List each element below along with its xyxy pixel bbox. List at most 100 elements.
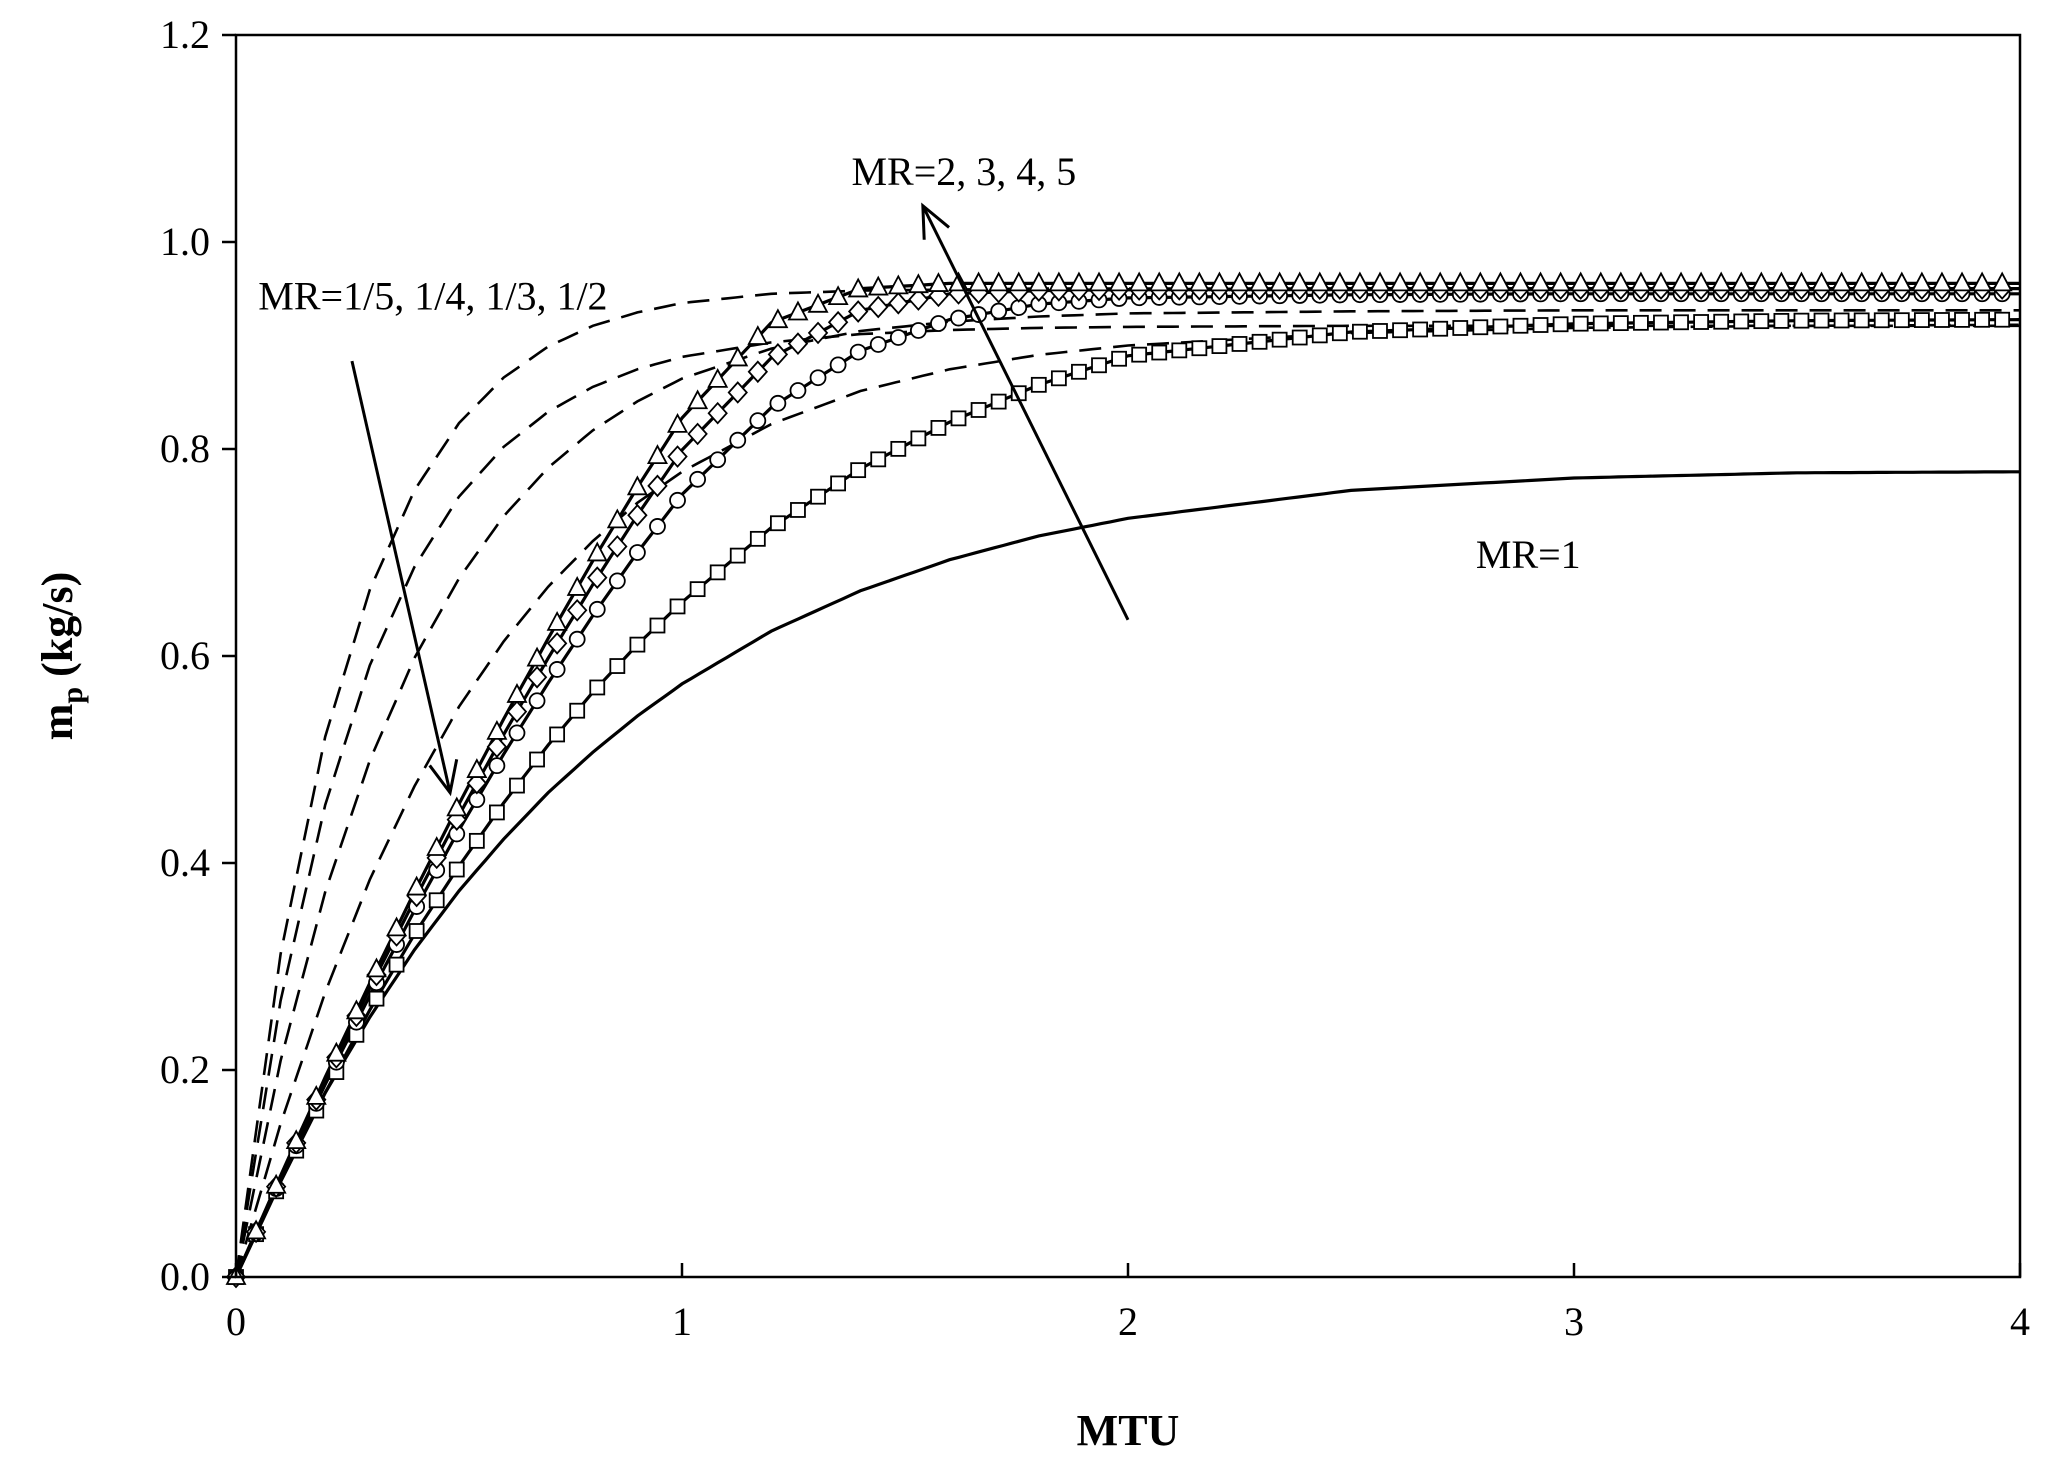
x-tick-label: 1: [672, 1299, 692, 1344]
marker-mr-3: [528, 692, 546, 710]
marker-mr-5: [305, 1084, 327, 1105]
marker-mr-2: [549, 726, 566, 743]
marker-mr-5: [1269, 271, 1291, 292]
marker-mr-5: [386, 916, 408, 937]
marker-mr-5: [907, 273, 929, 294]
marker-mr-2: [448, 861, 465, 878]
marker-mr-5: [285, 1129, 307, 1150]
marker-mr-2: [1733, 313, 1750, 330]
marker-mr-5: [1650, 271, 1672, 292]
marker-mr-2: [1171, 342, 1188, 359]
marker-mr-3: [769, 394, 787, 412]
annotation-label: MR=1: [1476, 532, 1581, 577]
marker-mr-2: [1251, 333, 1268, 350]
plot-arrows: [350, 202, 1130, 797]
marker-mr-5: [1249, 271, 1271, 292]
marker-mr-5: [1891, 271, 1913, 292]
marker-mr-5: [1770, 271, 1792, 292]
x-tick-label: 4: [2010, 1299, 2030, 1344]
marker-mr-3: [608, 572, 626, 590]
marker-mr-2: [890, 440, 907, 457]
marker-mr-5: [626, 475, 648, 496]
marker-mr-5: [466, 758, 488, 778]
marker-mr-5: [325, 1041, 347, 1062]
marker-mr-3: [869, 336, 887, 353]
marker-mr-3: [849, 343, 867, 361]
marker-mr-3: [809, 369, 827, 387]
marker-mr-4: [687, 422, 708, 446]
marker-mr-2: [1994, 311, 2011, 328]
marker-mr-2: [1833, 312, 1850, 329]
marker-mr-2: [1653, 314, 1669, 331]
marker-mr-2: [489, 804, 505, 821]
plot-lines: [234, 281, 2021, 1278]
marker-mr-3: [649, 518, 666, 535]
marker-mr-5: [406, 875, 428, 896]
y-tick-label: 0.4: [160, 840, 210, 885]
marker-mr-4: [566, 598, 588, 622]
series-line-mr-2: [234, 318, 2021, 1278]
marker-mr-3: [669, 491, 686, 509]
marker-mr-4: [526, 665, 548, 689]
marker-mr-5: [968, 271, 990, 292]
marker-mr-5: [1148, 271, 1170, 292]
marker-mr-5: [1790, 271, 1812, 292]
marker-mr-2: [1572, 315, 1589, 332]
marker-mr-2: [1492, 318, 1509, 335]
marker-mr-3: [508, 724, 526, 742]
marker-mr-5: [506, 682, 528, 703]
marker-mr-5: [1469, 271, 1491, 292]
marker-mr-2: [1552, 316, 1569, 333]
marker-mr-2: [569, 702, 586, 719]
marker-mr-2: [1271, 331, 1288, 348]
marker-mr-5: [1188, 271, 1210, 292]
marker-mr-5: [1168, 271, 1190, 292]
marker-mr-2: [1773, 312, 1790, 329]
marker-mr-5: [887, 274, 909, 295]
marker-mr-5: [1389, 271, 1411, 292]
marker-mr-5: [1710, 271, 1732, 292]
marker-mr-2: [1472, 319, 1489, 336]
marker-mr-2: [910, 430, 927, 447]
marker-mr-5: [727, 346, 749, 367]
marker-mr-4: [667, 445, 688, 468]
x-tick-label: 3: [1564, 1299, 1584, 1344]
marker-mr-5: [606, 508, 628, 529]
marker-mr-2: [810, 488, 826, 505]
marker-mr-2: [1713, 313, 1730, 330]
marker-mr-2: [1030, 376, 1047, 393]
marker-mr-5: [767, 308, 789, 329]
marker-mr-2: [1793, 312, 1810, 329]
marker-mr-5: [1570, 271, 1592, 292]
marker-mr-5: [1630, 271, 1652, 292]
marker-mr-5: [1048, 271, 1070, 292]
marker-mr-4: [888, 291, 909, 315]
y-tick-label: 0.2: [160, 1047, 210, 1092]
marker-mr-3: [629, 544, 646, 561]
marker-mr-5: [245, 1219, 267, 1240]
marker-mr-2: [689, 581, 706, 598]
marker-mr-4: [506, 700, 528, 724]
marker-mr-5: [1088, 271, 1110, 292]
marker-mr-2: [830, 475, 846, 492]
marker-mr-5: [1289, 271, 1311, 292]
arrow-head: [428, 758, 459, 797]
marker-mr-2: [1974, 311, 1990, 328]
marker-mr-2: [850, 462, 867, 479]
marker-mr-2: [1673, 314, 1689, 331]
arrow-head: [921, 202, 951, 240]
marker-mr-2: [1913, 312, 1930, 328]
marker-mr-5: [646, 444, 668, 464]
marker-mr-5: [1449, 271, 1471, 292]
marker-mr-2: [1893, 312, 1910, 329]
marker-mr-5: [1489, 271, 1511, 292]
marker-mr-5: [1911, 271, 1933, 292]
arrow-shaft: [350, 360, 452, 793]
marker-mr-2: [1853, 312, 1870, 329]
marker-mr-4: [868, 295, 889, 319]
marker-mr-5: [526, 646, 548, 667]
x-tick-label: 2: [1118, 1299, 1138, 1344]
marker-mr-2: [950, 410, 967, 427]
marker-mr-2: [1352, 323, 1368, 340]
marker-mr-4: [807, 321, 829, 345]
